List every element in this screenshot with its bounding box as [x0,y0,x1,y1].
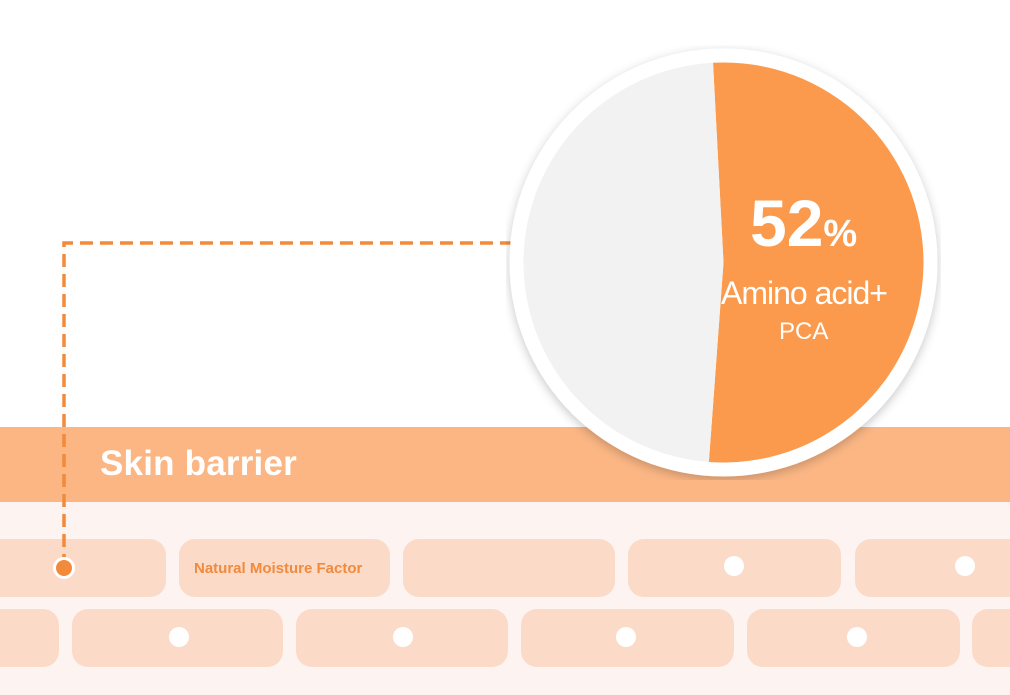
pie-chart [506,45,941,480]
nmf-dot [847,627,867,647]
pie-value: 52% [750,185,857,261]
nmf-dot [955,556,975,576]
pie-value-unit: % [823,213,858,255]
pie-slice-remainder [523,62,724,462]
skin-cell [0,609,59,667]
pie-slice-label-line1: Amino acid+ [721,275,888,311]
pie-value-number: 52 [750,186,824,260]
callout-anchor-dot [53,557,75,579]
nmf-dot [393,627,413,647]
nmf-label: Natural Moisture Factor [194,560,363,577]
nmf-dot [616,627,636,647]
skin-cell [972,609,1010,667]
nmf-dot [724,556,744,576]
connector-line [62,241,512,567]
skin-cell [403,539,615,597]
skin-cell [855,539,1010,597]
skin-barrier-label: Skin barrier [100,444,297,483]
skin-cell-nmf [179,539,390,597]
pie-slice-amino-acid-pca [708,62,924,463]
pie-chart-svg [509,48,938,477]
nmf-dot [169,627,189,647]
skin-cell [0,539,166,597]
pie-slice-label-line2: PCA [779,318,829,345]
